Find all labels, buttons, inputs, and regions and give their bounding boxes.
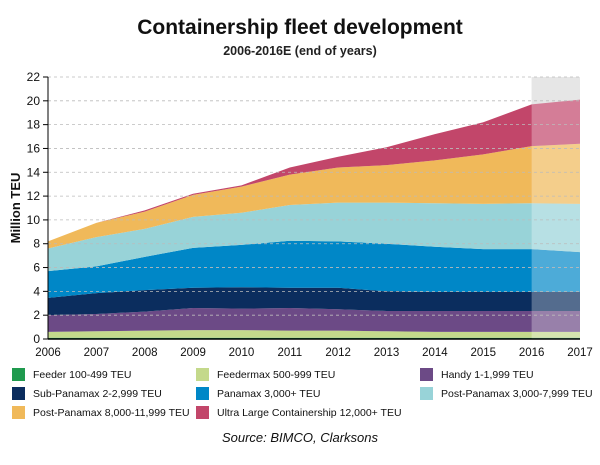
area-handy-1-1-999-teu <box>48 308 580 332</box>
chart-subtitle: 2006-2016E (end of years) <box>223 44 377 58</box>
area-feedermax-500-999-teu <box>48 330 580 338</box>
x-tick-label: 2017 <box>567 347 593 359</box>
legend: Feeder 100-499 TEU Feedermax 500-999 TEU H… <box>0 368 600 428</box>
x-tick-label: 2016 <box>519 347 545 359</box>
legend-swatch <box>12 368 25 381</box>
legend-swatch <box>12 406 25 419</box>
legend-label: Post-Panamax 3,000-7,999 TEU <box>441 387 593 400</box>
legend-swatch <box>196 406 209 419</box>
legend-item: Ultra Large Containership 12,000+ TEU <box>196 406 402 419</box>
legend-label: Feeder 100-499 TEU <box>33 368 132 381</box>
area-panamax-3-000-teu <box>48 240 580 298</box>
y-tick-label: 18 <box>27 118 41 132</box>
legend-label: Handy 1-1,999 TEU <box>441 368 534 381</box>
legend-item: Sub-Panamax 2-2,999 TEU <box>12 387 162 400</box>
legend-label: Feedermax 500-999 TEU <box>217 368 336 381</box>
legend-item: Panamax 3,000+ TEU <box>196 387 320 400</box>
x-tick-label: 2006 <box>35 347 61 359</box>
x-tick-label: 2008 <box>132 347 158 359</box>
y-axis-label: Million TEU <box>8 173 23 244</box>
legend-swatch <box>196 368 209 381</box>
y-tick-label: 6 <box>33 261 40 275</box>
legend-swatch <box>420 368 433 381</box>
y-tick-label: 2 <box>33 308 40 322</box>
x-tick-label: 2014 <box>422 347 448 359</box>
y-tick-label: 8 <box>33 237 40 251</box>
y-tick-label: 22 <box>27 70 41 84</box>
legend-item: Post-Panamax 8,000-11,999 TEU <box>12 406 190 419</box>
legend-item: Feedermax 500-999 TEU <box>196 368 335 381</box>
x-tick-label: 2010 <box>229 347 255 359</box>
y-tick-label: 4 <box>33 284 40 298</box>
legend-label: Sub-Panamax 2-2,999 TEU <box>33 387 162 400</box>
legend-item: Post-Panamax 3,000-7,999 TEU <box>420 387 593 400</box>
legend-label: Post-Panamax 8,000-11,999 TEU <box>33 406 190 419</box>
y-tick-label: 20 <box>27 94 41 108</box>
y-tick-label: 16 <box>27 141 41 155</box>
legend-swatch <box>196 387 209 400</box>
area-sub-panamax-2-2-999-teu <box>48 287 580 316</box>
x-tick-label: 2011 <box>277 347 302 359</box>
x-tick-label: 2009 <box>180 347 206 359</box>
y-tick-label: 14 <box>27 165 41 179</box>
area-ultra-large-containership-12-000-teu <box>48 99 580 242</box>
legend-swatch <box>420 387 433 400</box>
y-tick-label: 10 <box>27 213 41 227</box>
x-tick-label: 2012 <box>325 347 351 359</box>
legend-item: Handy 1-1,999 TEU <box>420 368 534 381</box>
y-tick-label: 12 <box>27 189 41 203</box>
x-tick-label: 2013 <box>374 347 400 359</box>
legend-label: Ultra Large Containership 12,000+ TEU <box>217 406 402 419</box>
x-tick-label: 2007 <box>84 347 110 359</box>
forecast-overlay <box>531 77 580 339</box>
source-note: Source: BIMCO, Clarksons <box>221 430 379 445</box>
y-tick-label: 0 <box>33 332 40 346</box>
chart-title: Containership fleet development <box>137 16 463 39</box>
legend-label: Panamax 3,000+ TEU <box>217 387 321 400</box>
plot-area: 0 2 4 6 8 10 12 14 16 18 20 22 2006 2007 2008 2009 2010 2… <box>8 70 593 359</box>
legend-item: Feeder 100-499 TEU <box>12 368 131 381</box>
x-tick-label: 2015 <box>470 347 496 359</box>
legend-swatch <box>12 387 25 400</box>
